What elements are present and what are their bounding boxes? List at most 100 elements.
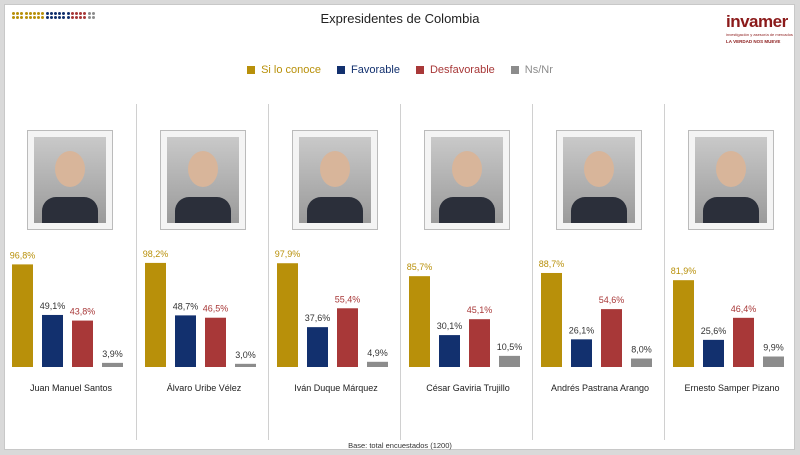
- person-name: Ernesto Samper Pizano: [684, 383, 780, 393]
- panel-divider: [664, 104, 665, 440]
- data-label: 3,0%: [235, 350, 256, 360]
- data-label: 98,2%: [143, 249, 169, 259]
- portrait-background: [34, 137, 106, 223]
- decor-dot: [62, 16, 66, 19]
- decor-dot: [58, 12, 62, 15]
- bar-favorable: [175, 315, 196, 367]
- portrait-background: [299, 137, 371, 223]
- decor-dot: [20, 12, 24, 15]
- legend-label: Ns/Nr: [524, 64, 553, 76]
- portrait-face: [452, 151, 482, 187]
- decor-dot: [79, 12, 83, 15]
- portrait-background: [167, 137, 239, 223]
- portrait-photo: [556, 130, 642, 230]
- data-label: 81,9%: [671, 266, 697, 276]
- decor-dot: [91, 16, 95, 19]
- logo-name: invamer: [726, 12, 788, 31]
- data-label: 45,1%: [467, 305, 493, 315]
- decor-dot: [16, 16, 20, 19]
- portrait-photo: [688, 130, 774, 230]
- legend-swatch: [337, 66, 346, 74]
- bar-desfavorable: [72, 320, 93, 367]
- data-label: 37,6%: [305, 313, 331, 323]
- person-name: Álvaro Uribe Vélez: [166, 383, 242, 393]
- portrait-background: [431, 137, 503, 223]
- portrait-suit: [307, 197, 363, 223]
- portrait-photo: [160, 130, 246, 230]
- data-label: 4,9%: [367, 348, 388, 358]
- decor-dot: [12, 16, 15, 19]
- bar-ns-nr: [763, 356, 784, 367]
- data-label: 8,0%: [631, 345, 652, 355]
- portrait-face: [320, 151, 350, 187]
- bar-desfavorable: [205, 317, 226, 367]
- decor-dot: [28, 12, 32, 15]
- portrait-suit: [42, 197, 98, 223]
- person-name: Juan Manuel Santos: [29, 383, 113, 393]
- bar-si-lo-conoce: [541, 272, 562, 367]
- decor-dot: [58, 16, 62, 19]
- data-label: 54,6%: [599, 295, 625, 305]
- legend-swatch: [510, 66, 519, 74]
- data-label: 88,7%: [539, 259, 565, 269]
- person-name: César Gaviria Trujillo: [426, 383, 510, 393]
- portrait-face: [55, 151, 85, 187]
- data-label: 26,1%: [569, 325, 595, 335]
- decor-dot: [87, 12, 91, 15]
- bar-si-lo-conoce: [277, 263, 298, 367]
- data-label: 43,8%: [70, 307, 96, 317]
- data-label: 96,8%: [10, 250, 36, 260]
- person-name: Iván Duque Márquez: [294, 383, 378, 393]
- slide-background: [4, 4, 795, 450]
- bar-desfavorable: [733, 317, 754, 367]
- legend-item: Favorable: [337, 64, 400, 76]
- decor-dot: [75, 16, 78, 19]
- portrait-photo: [292, 130, 378, 230]
- bar-si-lo-conoce: [12, 264, 33, 367]
- panel-divider: [136, 104, 137, 440]
- portrait-suit: [439, 197, 495, 223]
- portrait-background: [695, 137, 767, 223]
- decor-dot: [91, 12, 95, 15]
- bar-desfavorable: [469, 319, 490, 367]
- bar-ns-nr: [499, 355, 520, 367]
- legend-label: Si lo conoce: [261, 64, 322, 76]
- decor-dot: [62, 12, 66, 15]
- bar-desfavorable: [337, 308, 358, 367]
- decor-dot: [87, 16, 91, 19]
- portrait-suit: [175, 197, 231, 223]
- bar-desfavorable: [601, 309, 622, 367]
- legend-item: Ns/Nr: [510, 64, 553, 76]
- legend-label: Desfavorable: [429, 64, 495, 76]
- legend-item: Si lo conoce: [247, 64, 321, 76]
- invamer-logo: invamer investigación y asesoría de merc…: [712, 12, 793, 52]
- person-name: Andrés Pastrana Arango: [550, 383, 650, 393]
- data-label: 3,9%: [102, 349, 123, 359]
- bar-si-lo-conoce: [145, 262, 166, 367]
- decor-dot: [12, 12, 15, 15]
- portrait-suit: [703, 197, 759, 223]
- decor-dot: [70, 12, 74, 15]
- legend-label: Favorable: [351, 64, 400, 76]
- decor-dot: [28, 16, 32, 19]
- portrait-face: [188, 151, 218, 187]
- portrait-suit: [571, 197, 627, 223]
- bar-ns-nr: [631, 358, 652, 367]
- decor-dot: [45, 16, 49, 19]
- portrait-background: [563, 137, 635, 223]
- portrait-photo: [27, 130, 113, 230]
- data-label: 46,5%: [203, 304, 229, 314]
- chart-legend: Si lo conoce Favorable Desfavorable Ns/Nr: [0, 64, 800, 76]
- decor-dot: [66, 16, 70, 19]
- bar-ns-nr: [235, 363, 256, 367]
- panel-divider: [400, 104, 401, 440]
- bar-favorable: [307, 327, 328, 367]
- decor-dot: [45, 12, 49, 15]
- decor-dot: [83, 12, 87, 15]
- bar-favorable: [439, 335, 460, 367]
- data-label: 55,4%: [335, 294, 361, 304]
- bar-si-lo-conoce: [673, 280, 694, 367]
- bar-favorable: [42, 314, 63, 367]
- data-label: 85,7%: [407, 262, 433, 272]
